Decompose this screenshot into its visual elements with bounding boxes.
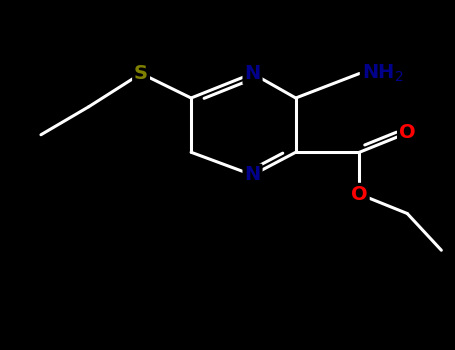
Text: NH$_2$: NH$_2$ bbox=[362, 63, 403, 84]
Text: O: O bbox=[351, 185, 368, 204]
Text: O: O bbox=[399, 124, 415, 142]
Text: N: N bbox=[244, 64, 261, 83]
Text: S: S bbox=[134, 64, 148, 83]
Text: N: N bbox=[244, 166, 261, 184]
